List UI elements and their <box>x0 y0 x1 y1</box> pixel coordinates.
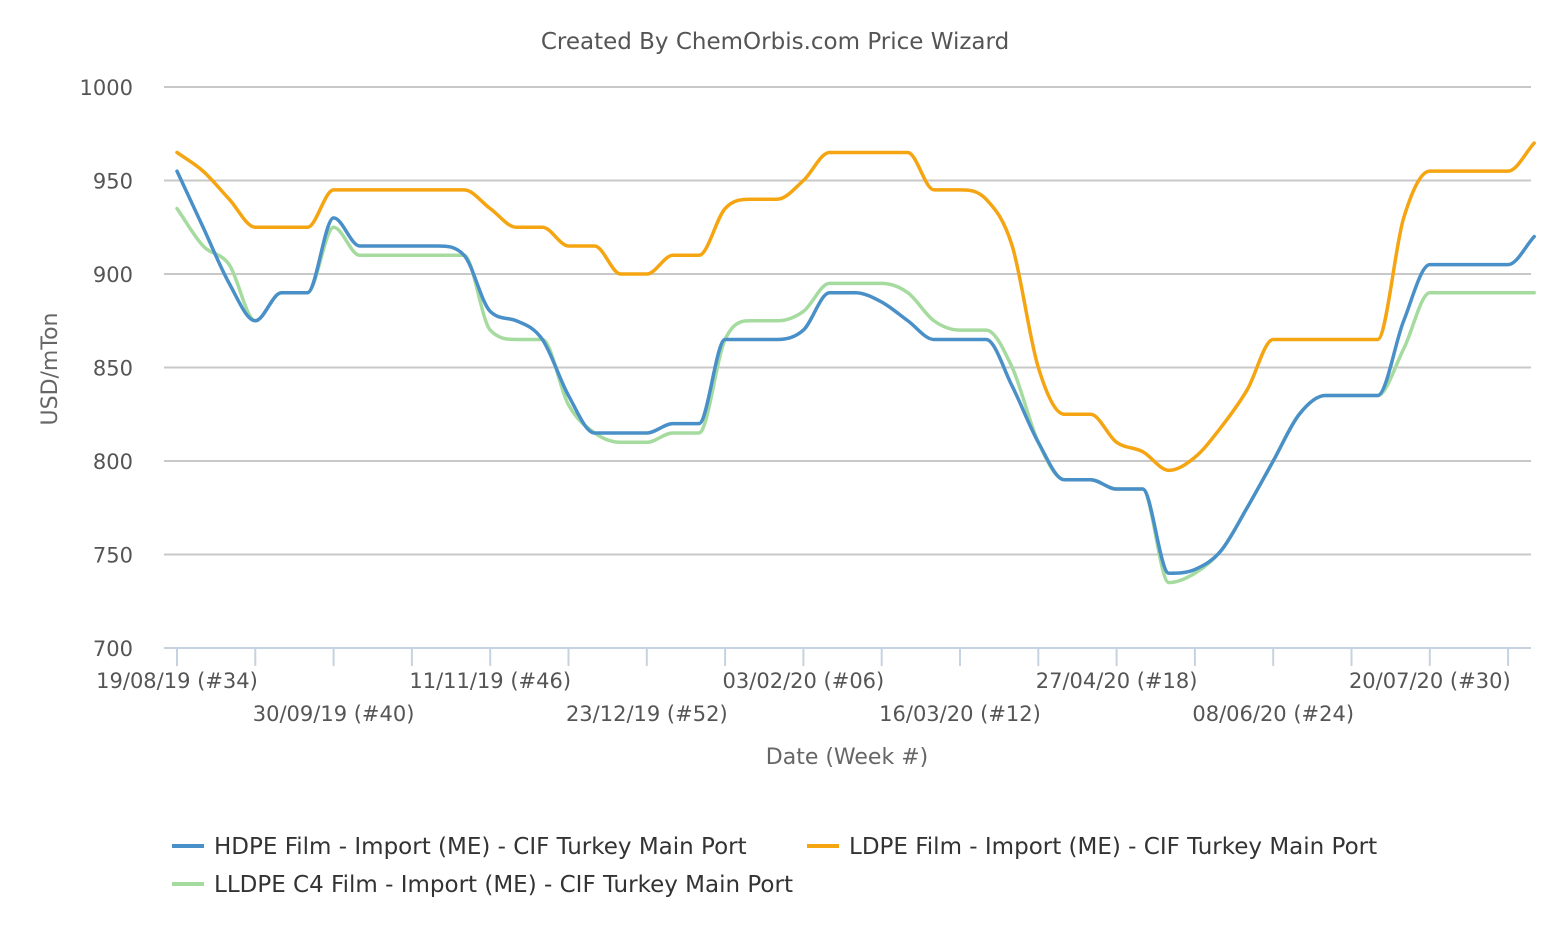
series-lines <box>175 141 1536 585</box>
series-line-hdpe <box>175 169 1536 575</box>
x-tick-label: 11/11/19 (#46) <box>409 669 571 693</box>
x-tick-label: 03/02/20 (#06) <box>723 669 885 693</box>
legend[interactable]: HDPE Film - Import (ME) - CIF Turkey Mai… <box>172 834 1377 898</box>
legend-item-ldpe[interactable]: LDPE Film - Import (ME) - CIF Turkey Mai… <box>807 834 1377 860</box>
y-tick-label: 1000 <box>80 76 133 100</box>
legend-label-lldpe: LLDPE C4 Film - Import (ME) - CIF Turkey… <box>214 872 793 898</box>
legend-label-hdpe: HDPE Film - Import (ME) - CIF Turkey Mai… <box>214 834 747 860</box>
chart-title: Created By ChemOrbis.com Price Wizard <box>541 29 1009 55</box>
y-tick-label: 750 <box>93 544 133 568</box>
x-tick-label: 16/03/20 (#12) <box>879 702 1041 726</box>
x-tick-label: 20/07/20 (#30) <box>1349 669 1511 693</box>
y-tick-label: 800 <box>93 450 133 474</box>
x-axis-tick-labels: 19/08/19 (#34) 11/11/19 (#46) 03/02/20 (#0… <box>96 669 1511 726</box>
y-tick-label: 850 <box>93 357 133 381</box>
y-tick-label: 900 <box>93 263 133 287</box>
x-tick-label: 30/09/19 (#40) <box>253 702 415 726</box>
y-tick-label: 700 <box>93 637 133 661</box>
x-axis-ticks <box>176 648 1510 666</box>
y-tick-label: 950 <box>93 170 133 194</box>
x-tick-label: 08/06/20 (#24) <box>1192 702 1354 726</box>
x-axis-title: Date (Week #) <box>766 745 928 770</box>
x-tick-label: 23/12/19 (#52) <box>566 702 728 726</box>
y-axis-title: USD/mTon <box>38 313 63 426</box>
legend-item-hdpe[interactable]: HDPE Film - Import (ME) - CIF Turkey Mai… <box>172 834 747 860</box>
series-line-ldpe <box>175 141 1536 473</box>
legend-item-lldpe[interactable]: LLDPE C4 Film - Import (ME) - CIF Turkey… <box>172 872 793 898</box>
y-axis-tick-labels: 700 750 800 850 900 950 1000 <box>80 76 133 661</box>
gridlines <box>164 86 1531 556</box>
x-tick-label: 27/04/20 (#18) <box>1036 669 1198 693</box>
x-tick-label: 19/08/19 (#34) <box>96 669 258 693</box>
legend-label-ldpe: LDPE Film - Import (ME) - CIF Turkey Mai… <box>849 834 1377 860</box>
